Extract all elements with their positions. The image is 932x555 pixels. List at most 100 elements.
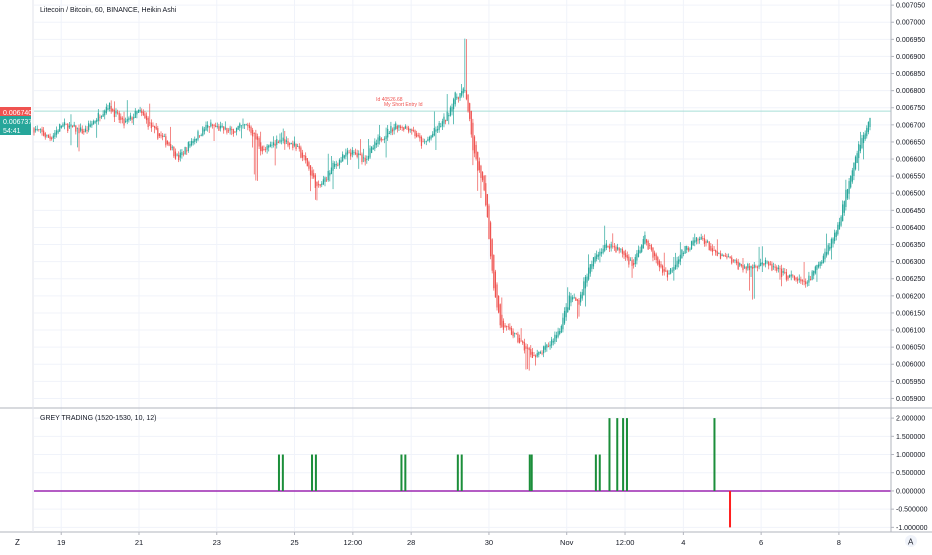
candle (153, 125, 156, 134)
candle-body (753, 264, 755, 268)
candle-body (329, 172, 331, 176)
candle (822, 253, 824, 264)
candle-body (398, 125, 400, 128)
candle (486, 193, 488, 218)
candle (588, 254, 590, 281)
candle-body (649, 245, 651, 247)
candle-body (211, 124, 214, 126)
candle-body (676, 260, 678, 267)
candle-body (686, 246, 688, 250)
candle (407, 125, 410, 134)
candle (285, 136, 288, 145)
candle (189, 140, 191, 149)
candle (763, 263, 765, 267)
candle-body (489, 222, 492, 257)
candle (309, 165, 312, 192)
candle (690, 240, 693, 251)
candle (488, 203, 490, 240)
candle-body (92, 121, 95, 125)
candle-body (814, 266, 816, 274)
candle-body (244, 124, 246, 126)
candle (232, 128, 234, 137)
candle-body (215, 125, 217, 128)
candle-body (195, 138, 197, 141)
osc-tick-label: 1.000000 (896, 452, 925, 459)
candle-body (483, 176, 485, 191)
candle (244, 123, 246, 130)
candle-body (673, 267, 675, 271)
candle-body (181, 152, 183, 156)
candle (782, 267, 784, 276)
candle (843, 200, 845, 216)
oscillator-bar (622, 418, 625, 491)
candle-body (118, 112, 120, 121)
candle (340, 156, 342, 163)
candle-body (750, 265, 752, 269)
oscillator-bar (404, 454, 407, 491)
candle (264, 146, 267, 153)
candle-body (290, 142, 292, 145)
candle-body (485, 183, 487, 206)
candle (813, 270, 815, 280)
oscillator-bar (608, 418, 611, 491)
candle (531, 348, 533, 359)
price-label-bg (0, 116, 31, 126)
candle-body (573, 297, 575, 299)
candle (366, 155, 368, 164)
candle-body (343, 155, 345, 158)
candle-body (176, 154, 178, 156)
candle-body (277, 141, 279, 143)
candle-body (440, 126, 442, 128)
candle-body (287, 141, 289, 146)
candle (715, 249, 717, 256)
candle (435, 126, 437, 150)
candle-body (149, 122, 151, 124)
scale-mode-button[interactable]: Z (11, 536, 25, 548)
candle (113, 101, 115, 122)
candle (398, 124, 400, 131)
candle-body (362, 157, 365, 159)
candle-body (721, 254, 723, 257)
candle-body (380, 138, 382, 141)
candle (187, 141, 189, 153)
candle (76, 127, 79, 148)
candle-body (498, 295, 500, 313)
candle (621, 247, 624, 258)
candle (192, 138, 194, 146)
candle (462, 87, 464, 98)
candle-body (361, 154, 363, 163)
candle (364, 155, 366, 166)
candle (44, 131, 46, 140)
candle-body (205, 124, 207, 131)
price-tick-label: 0.006650 (896, 139, 925, 146)
candle-body (562, 317, 564, 330)
candle-body (403, 127, 405, 130)
candle (698, 236, 701, 244)
price-label-text: 0.006740 (3, 110, 32, 117)
candle-body (345, 152, 347, 157)
candle-body (276, 139, 278, 145)
candle-body (105, 106, 107, 113)
candle (36, 125, 38, 132)
candle-body (414, 130, 416, 137)
candle (859, 131, 861, 154)
candle-body (113, 109, 115, 118)
candle (518, 334, 521, 344)
candle-body (258, 138, 260, 147)
candle (544, 342, 546, 353)
candle (287, 138, 289, 148)
candle (411, 128, 413, 135)
candle (43, 127, 45, 137)
candle (170, 126, 172, 151)
candle (623, 250, 625, 259)
candle (681, 249, 683, 259)
candle-body (834, 232, 836, 242)
candle (525, 343, 527, 370)
candle-body (171, 146, 173, 148)
candle-body (586, 276, 588, 283)
candle (358, 150, 360, 169)
candle (552, 338, 554, 346)
auto-scale-button[interactable]: A (905, 535, 917, 547)
candle (412, 126, 415, 133)
